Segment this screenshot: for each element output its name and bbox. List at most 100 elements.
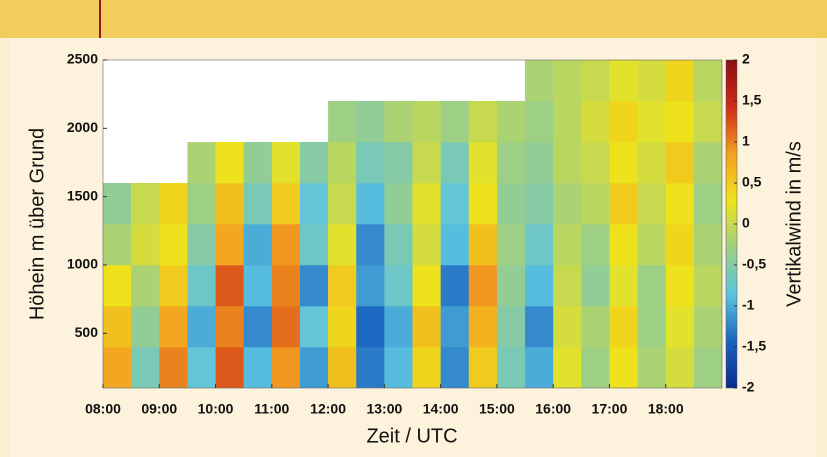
x-tick-label: 16:00 [535, 401, 571, 417]
heatmap-cell [637, 347, 667, 388]
heatmap-cell [271, 306, 301, 348]
heatmap-cell [525, 347, 554, 388]
heatmap-cell [243, 347, 273, 388]
heatmap-cell [440, 101, 470, 143]
y-tick-label: 2000 [67, 119, 98, 135]
heatmap-cell [215, 265, 244, 307]
colorbar-tick-label: 0,5 [742, 174, 762, 190]
heatmap-cell [496, 142, 526, 184]
heatmap-cell [159, 347, 188, 388]
heatmap-cell [243, 306, 273, 348]
heatmap-cell [384, 101, 413, 143]
heatmap-cell [299, 142, 329, 184]
heatmap-cell [581, 60, 610, 102]
heatmap-cell [271, 347, 301, 388]
heatmap-cell [356, 224, 385, 266]
heatmap-cell [131, 265, 160, 307]
heatmap-cell [159, 183, 188, 225]
colorbar-tick-label: -1,5 [742, 338, 766, 354]
heatmap-cell [693, 183, 722, 225]
heatmap-cell [412, 347, 441, 388]
heatmap-cell [299, 183, 329, 225]
heatmap-cell [215, 142, 244, 184]
colorbar-tick-label: 2 [742, 51, 750, 67]
colorbar-tick-label: -0,5 [742, 256, 766, 272]
x-tick-label: 11:00 [254, 401, 289, 417]
heatmap-cell [665, 142, 695, 184]
heatmap-cell [440, 265, 470, 307]
heatmap-cell [609, 224, 638, 266]
heatmap-cell [215, 183, 244, 225]
colorbar-label: Vertikalwind in m/s [783, 141, 805, 307]
heatmap-cell [665, 265, 695, 307]
heatmap-cell [131, 224, 160, 266]
heatmap-cell [384, 265, 413, 307]
heatmap-cell [187, 306, 216, 348]
heatmap-cell [553, 183, 582, 225]
heatmap-cell [468, 224, 498, 266]
heatmap-cell [468, 142, 498, 184]
heatmap-cell [581, 306, 610, 348]
heatmap-cell [693, 347, 722, 388]
header-band [0, 0, 827, 38]
heatmap-cell [243, 183, 273, 225]
heatmap-cell [553, 101, 582, 143]
heatmap-cell [103, 306, 132, 348]
heatmap-cell [356, 101, 385, 143]
heatmap-cell [328, 265, 357, 307]
heatmap-cell [468, 306, 498, 348]
heatmap-cell [356, 183, 385, 225]
heatmap-cell [440, 347, 470, 388]
heatmap-cell [581, 347, 610, 388]
heatmap-cell [581, 224, 610, 266]
heatmap-cell [356, 142, 385, 184]
heatmap-cell [412, 183, 441, 225]
heatmap-cell [187, 183, 216, 225]
heatmap-cell [693, 60, 722, 102]
heatmap-cell [159, 224, 188, 266]
heatmap-cell [384, 347, 413, 388]
heatmap-cell [525, 306, 554, 348]
heatmap-cell [553, 306, 582, 348]
heatmap-cell [299, 306, 329, 348]
heatmap-cell [440, 224, 470, 266]
heatmap-cell [665, 224, 695, 266]
y-tick-label: 1000 [67, 256, 98, 272]
heatmap-cell [440, 183, 470, 225]
colorbar-tick-label: -1 [742, 297, 755, 313]
heatmap-cell [412, 224, 441, 266]
heatmap-cell [243, 224, 273, 266]
heatmap-cell [637, 306, 667, 348]
heatmap-cell [243, 142, 273, 184]
heatmap-cell [665, 60, 695, 102]
heatmap-cell [637, 142, 667, 184]
heatmap-cell [187, 224, 216, 266]
x-axis-label: Zeit / UTC [366, 425, 457, 447]
heatmap-cell [637, 101, 667, 143]
heatmap-cell [496, 265, 526, 307]
heatmap-cell [665, 183, 695, 225]
heatmap-cell [103, 347, 132, 388]
colorbar-tick-label: -2 [742, 379, 755, 395]
heatmap-cell [665, 347, 695, 388]
heatmap-cell [665, 101, 695, 143]
heatmap-cell [525, 265, 554, 307]
heatmap-cell [131, 183, 160, 225]
heatmap-cell [215, 306, 244, 348]
x-tick-label: 08:00 [85, 401, 121, 417]
y-axis-label: Höhein m über Grund [26, 128, 48, 320]
heatmap-cell [187, 265, 216, 307]
heatmap-cell [693, 142, 722, 184]
heatmap-cell [693, 224, 722, 266]
heatmap-cell [609, 142, 638, 184]
heatmap-cell [131, 347, 160, 388]
heatmap-cell [525, 60, 554, 102]
heatmap-cell [328, 101, 357, 143]
heatmap-cell [299, 224, 329, 266]
x-tick-label: 13:00 [366, 401, 402, 417]
x-tick-label: 15:00 [479, 401, 515, 417]
heatmap-cell [609, 101, 638, 143]
heatmap-cell [665, 306, 695, 348]
